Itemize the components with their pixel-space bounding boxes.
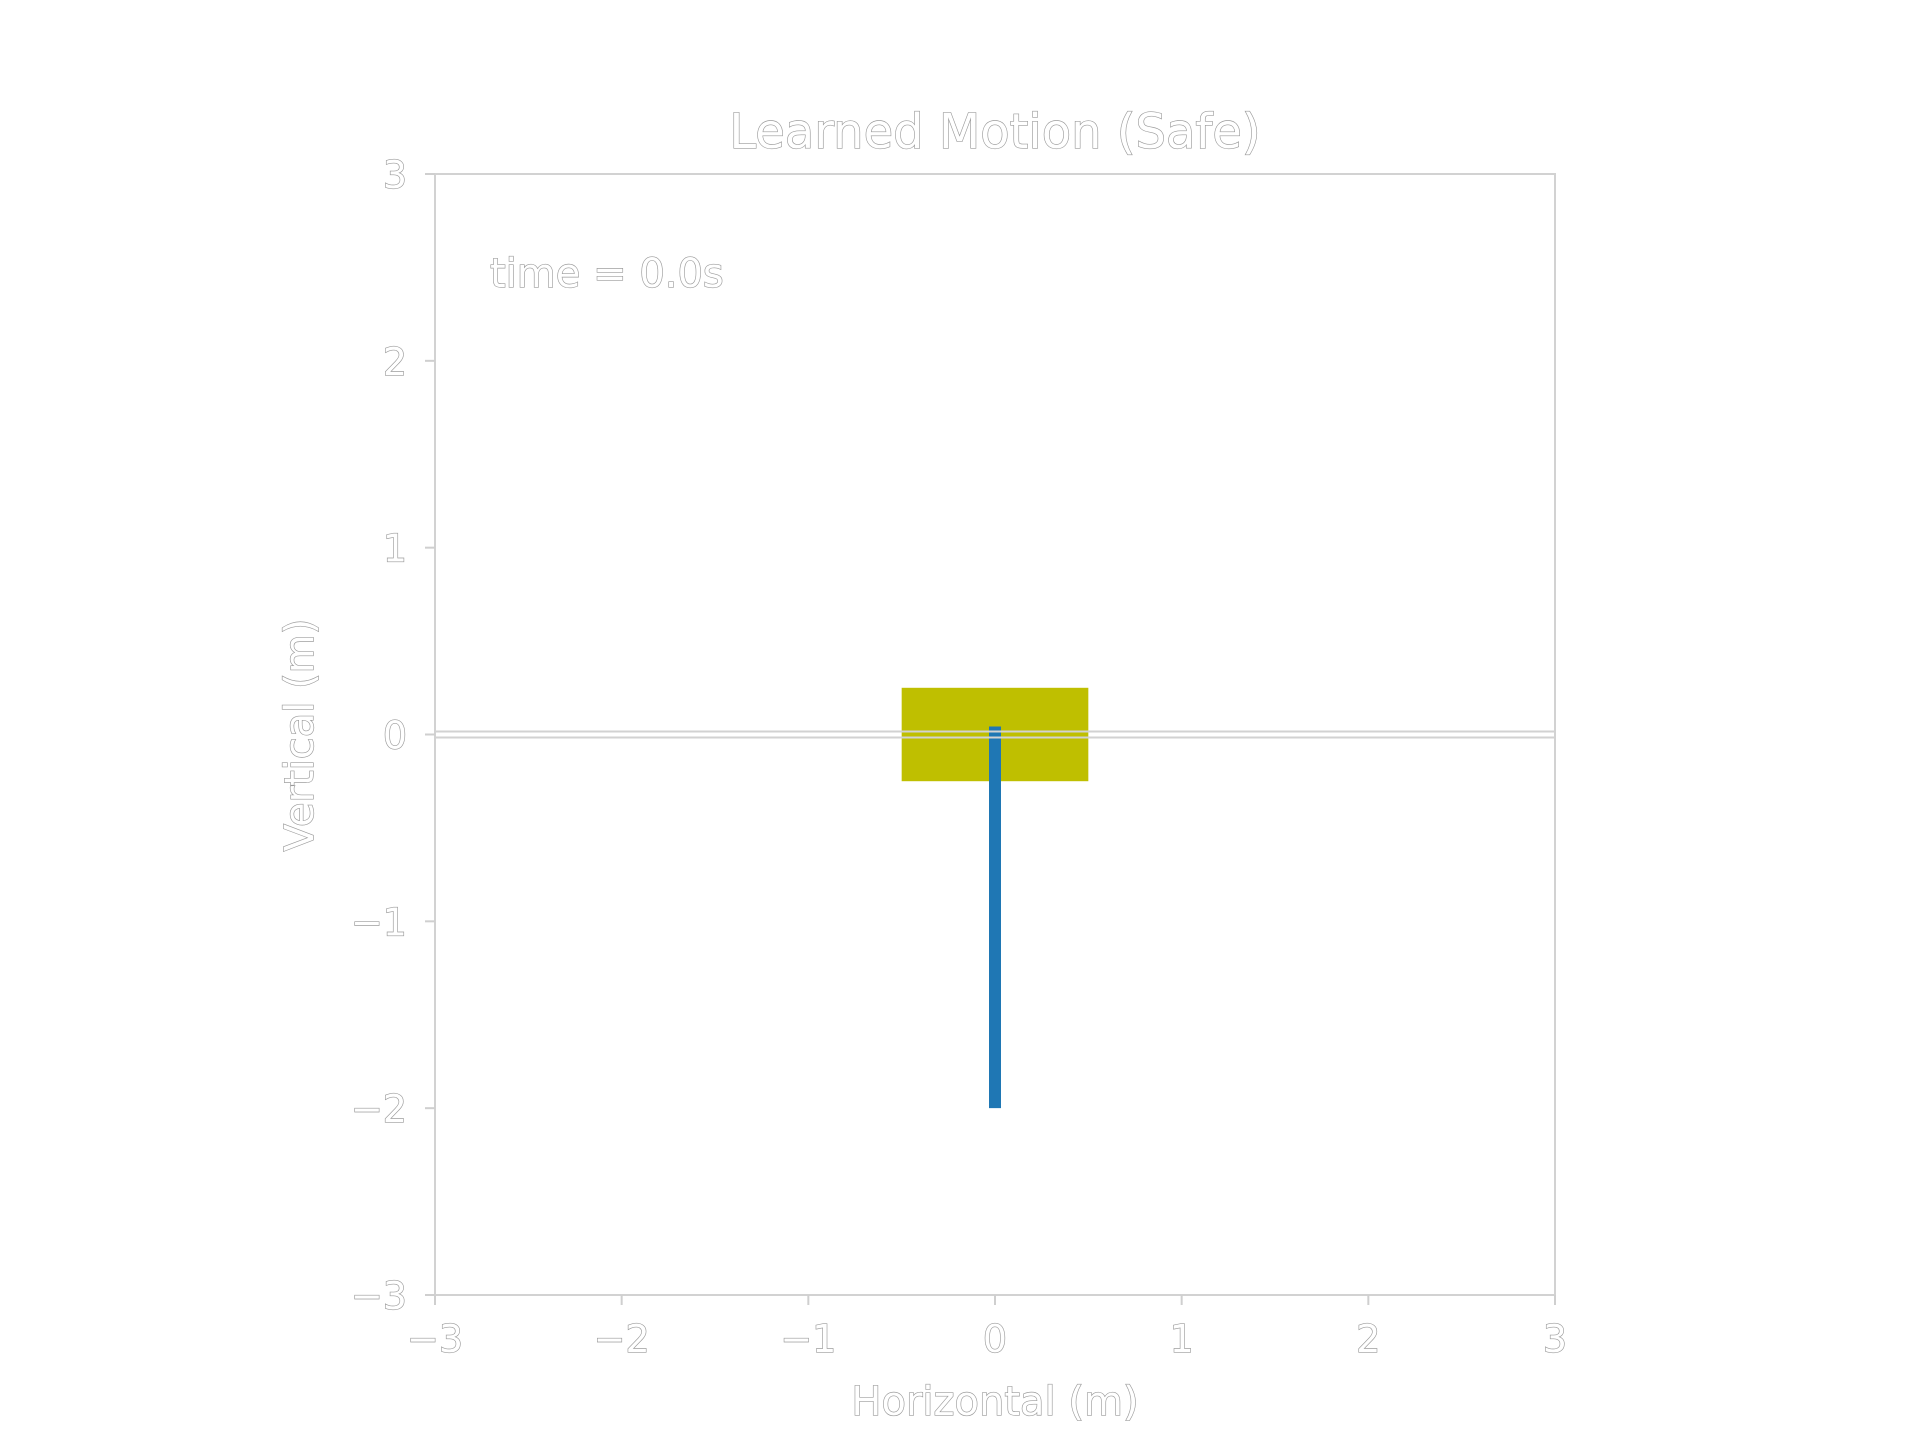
x-axis-label: Horizontal (m) xyxy=(851,1379,1138,1425)
x-tick-label: −2 xyxy=(594,1317,650,1361)
y-tick-label: −3 xyxy=(351,1274,407,1318)
x-tick-label: 3 xyxy=(1543,1317,1567,1361)
x-tick-label: −1 xyxy=(780,1317,836,1361)
axis-ticks: −3 −2 −1 0 1 2 3 −3 −2 −1 0 1 2 3 xyxy=(350,152,1567,1361)
y-tick-label: 0 xyxy=(383,714,407,758)
y-tick-label: 3 xyxy=(383,153,407,197)
y-tick-label: 1 xyxy=(383,527,407,571)
y-tick-label: −2 xyxy=(351,1087,407,1131)
time-annotation: time = 0.0s xyxy=(490,251,724,297)
x-tick-label: 0 xyxy=(983,1317,1007,1361)
y-tick-label: 2 xyxy=(383,340,407,384)
y-axis-label: Vertical (m) xyxy=(277,619,323,852)
plot-marks xyxy=(435,687,1555,1109)
y-tick-label: −1 xyxy=(351,900,407,944)
x-tick-label: −3 xyxy=(407,1317,463,1361)
x-tick-label: 2 xyxy=(1356,1317,1380,1361)
x-tick-label: 1 xyxy=(1170,1317,1194,1361)
chart-title: Learned Motion (Safe) xyxy=(729,104,1260,160)
